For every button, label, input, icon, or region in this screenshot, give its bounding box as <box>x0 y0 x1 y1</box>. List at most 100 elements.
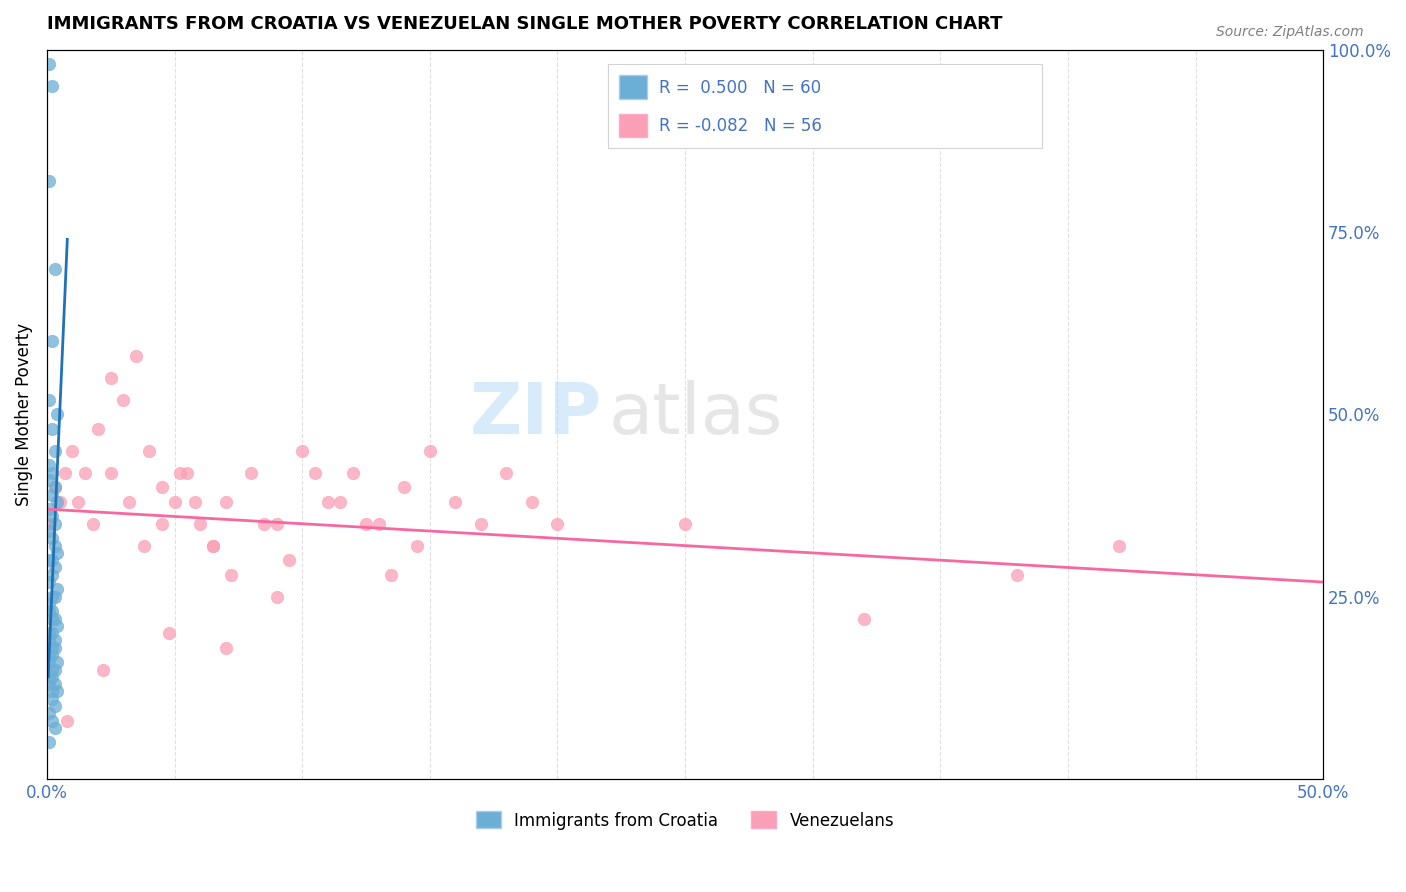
Point <box>41 691 63 706</box>
Point <box>419 443 441 458</box>
Point <box>150 480 173 494</box>
Point <box>41 422 63 436</box>
Point <box>117 495 139 509</box>
Point <box>169 466 191 480</box>
Point <box>44 633 66 648</box>
Point <box>44 539 66 553</box>
Point <box>41 79 63 94</box>
Point <box>138 443 160 458</box>
FancyBboxPatch shape <box>609 64 1042 148</box>
Point <box>44 721 66 735</box>
Point <box>87 422 110 436</box>
Point <box>444 495 467 509</box>
Point <box>342 466 364 480</box>
Point <box>1005 567 1028 582</box>
Point <box>38 174 60 188</box>
Point <box>852 611 875 625</box>
Text: R = -0.082   N = 56: R = -0.082 N = 56 <box>659 118 823 136</box>
Y-axis label: Single Mother Poverty: Single Mother Poverty <box>15 323 32 506</box>
Point <box>44 516 66 531</box>
Point <box>48 495 70 509</box>
Bar <box>619 75 647 99</box>
Point <box>41 466 63 480</box>
Point <box>82 516 104 531</box>
Point <box>380 567 402 582</box>
Point <box>41 640 63 655</box>
Point <box>41 626 63 640</box>
Point <box>44 640 66 655</box>
Point <box>38 633 60 648</box>
Point <box>394 480 416 494</box>
Point <box>163 495 186 509</box>
Point <box>56 714 79 728</box>
Point <box>44 443 66 458</box>
Text: ZIP: ZIP <box>470 380 602 449</box>
Point <box>41 714 63 728</box>
Legend: Immigrants from Croatia, Venezuelans: Immigrants from Croatia, Venezuelans <box>470 805 901 836</box>
Point <box>367 516 389 531</box>
Point <box>41 663 63 677</box>
Point <box>201 539 224 553</box>
Point <box>44 261 66 276</box>
Point <box>44 480 66 494</box>
Point <box>44 480 66 494</box>
Text: atlas: atlas <box>609 380 783 449</box>
Point <box>38 553 60 567</box>
Point <box>38 597 60 611</box>
Point <box>176 466 198 480</box>
Point <box>41 670 63 684</box>
Point <box>100 371 122 385</box>
Point <box>38 735 60 749</box>
Point <box>46 582 69 597</box>
Point <box>38 604 60 618</box>
Point <box>470 516 492 531</box>
Point <box>214 495 236 509</box>
Point <box>46 655 69 669</box>
Point <box>44 698 66 713</box>
Point <box>201 539 224 553</box>
Point <box>546 516 568 531</box>
Point <box>132 539 155 553</box>
Point <box>44 663 66 677</box>
Point <box>354 516 377 531</box>
Point <box>38 458 60 473</box>
Point <box>38 677 60 691</box>
Point <box>495 466 517 480</box>
Point <box>291 443 314 458</box>
Point <box>184 495 207 509</box>
Point <box>266 590 288 604</box>
Point <box>266 516 288 531</box>
Point <box>38 670 60 684</box>
Point <box>62 443 84 458</box>
Point <box>38 57 60 71</box>
Point <box>75 466 97 480</box>
Text: R =  0.500   N = 60: R = 0.500 N = 60 <box>659 78 821 96</box>
Point <box>304 466 326 480</box>
Point <box>219 567 242 582</box>
Point <box>41 509 63 524</box>
Point <box>253 516 276 531</box>
Point <box>41 553 63 567</box>
Point <box>38 516 60 531</box>
Point <box>38 502 60 516</box>
Point <box>150 516 173 531</box>
Point <box>125 349 148 363</box>
Point <box>41 611 63 625</box>
Point <box>41 648 63 662</box>
Point <box>214 640 236 655</box>
Point <box>46 495 69 509</box>
Bar <box>619 114 647 137</box>
Point <box>53 466 76 480</box>
Point <box>44 590 66 604</box>
Point <box>41 684 63 698</box>
Point <box>406 539 429 553</box>
Point <box>100 466 122 480</box>
Point <box>38 648 60 662</box>
Point <box>38 626 60 640</box>
Point <box>278 553 301 567</box>
Point <box>44 560 66 574</box>
Point <box>66 495 89 509</box>
Text: Source: ZipAtlas.com: Source: ZipAtlas.com <box>1216 25 1364 39</box>
Point <box>44 611 66 625</box>
Point <box>41 567 63 582</box>
